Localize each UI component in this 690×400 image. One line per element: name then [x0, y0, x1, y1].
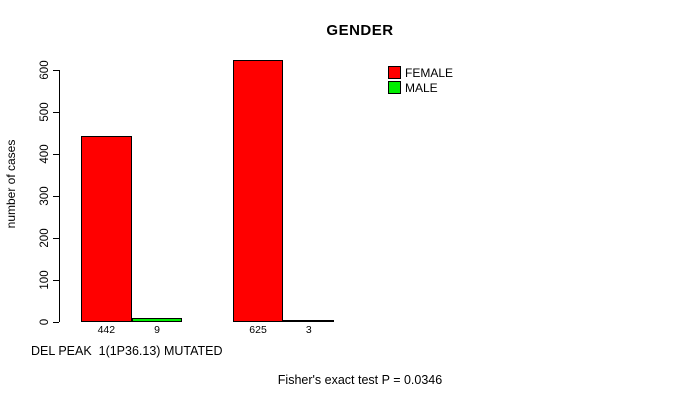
bar-female-group1 — [81, 136, 132, 322]
bar-value-label: 625 — [249, 324, 267, 336]
y-tick-label: 400 — [39, 144, 51, 164]
y-tick-label: 0 — [39, 318, 51, 326]
y-axis-line — [59, 70, 60, 322]
y-axis-title: number of cases — [4, 139, 18, 229]
legend-swatch-female-icon — [388, 66, 401, 79]
legend-item-female: FEMALE — [388, 65, 453, 80]
legend-item-male: MALE — [388, 80, 453, 95]
y-tick-label: 200 — [39, 228, 51, 248]
y-tick-mark — [53, 111, 59, 113]
y-tick-label: 600 — [39, 60, 51, 80]
legend-swatch-male-icon — [388, 81, 401, 94]
bar-value-label: 442 — [97, 324, 116, 336]
y-tick-label: 100 — [39, 270, 51, 290]
y-tick-mark — [53, 321, 59, 323]
stat-annotation: Fisher's exact test P = 0.0346 — [277, 373, 443, 387]
legend: FEMALE MALE — [388, 65, 453, 95]
y-tick-mark — [53, 279, 59, 281]
bar-value-label: 3 — [305, 324, 312, 336]
y-tick-mark — [53, 153, 59, 155]
y-tick-mark — [53, 237, 59, 239]
legend-label-male: MALE — [405, 80, 438, 95]
y-tick-label: 500 — [39, 102, 51, 122]
bar-male-group1 — [131, 318, 183, 322]
y-tick-label: 300 — [39, 186, 51, 206]
bar-value-label: 9 — [154, 324, 160, 336]
y-tick-mark — [53, 195, 59, 197]
legend-label-female: FEMALE — [405, 65, 454, 80]
y-tick-mark — [53, 69, 59, 71]
bar-male-group2 — [283, 320, 335, 322]
chart-title: GENDER — [326, 22, 394, 39]
x-axis-label: DEL PEAK 1(1P36.13) MUTATED — [31, 344, 223, 358]
bar-female-group2 — [232, 59, 284, 322]
